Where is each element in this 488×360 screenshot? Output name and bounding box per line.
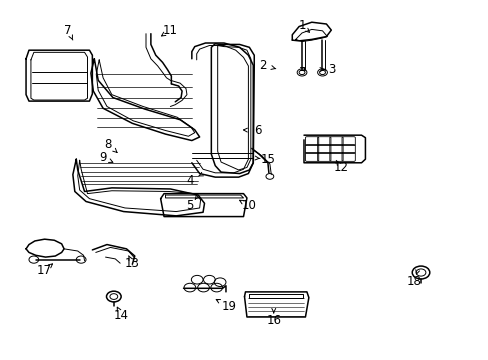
Text: 10: 10 [242,199,256,212]
Text: 15: 15 [260,153,275,166]
Text: 8: 8 [104,138,111,150]
Text: 3: 3 [328,63,335,76]
Text: 2: 2 [259,59,266,72]
Text: 19: 19 [221,300,236,313]
Text: 1: 1 [298,19,305,32]
Text: 7: 7 [64,24,72,37]
Text: 18: 18 [406,275,421,288]
Text: 6: 6 [254,124,262,137]
Text: 4: 4 [186,174,193,187]
Text: 11: 11 [163,24,178,37]
Text: 12: 12 [333,161,348,174]
Text: 9: 9 [99,151,106,164]
Text: 13: 13 [124,257,140,270]
Text: 14: 14 [114,309,129,322]
Text: 17: 17 [37,264,52,277]
Text: 5: 5 [186,199,193,212]
Text: 16: 16 [265,314,281,327]
